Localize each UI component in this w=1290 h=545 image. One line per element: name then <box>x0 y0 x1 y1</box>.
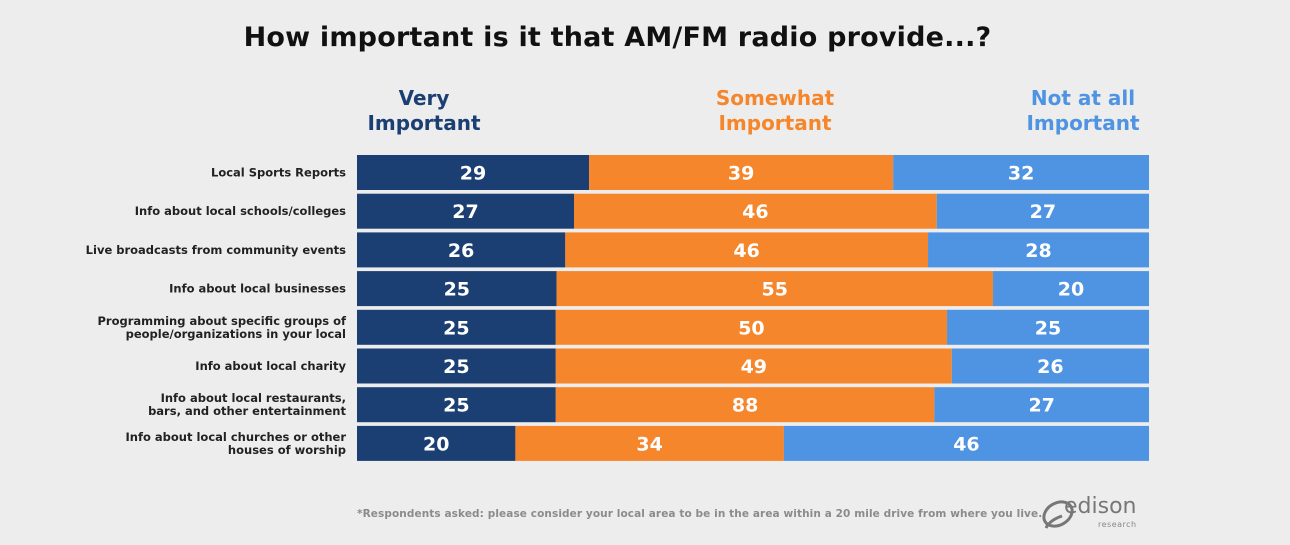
data-label: 27 <box>1028 395 1054 417</box>
bar-segment <box>357 193 575 229</box>
bar-segment <box>783 425 1149 461</box>
bar-segment <box>555 387 935 423</box>
bar-segment <box>934 387 1149 423</box>
data-label: 28 <box>1025 240 1051 262</box>
data-label: 29 <box>460 163 486 185</box>
legend-not-at-all-important: Not at all Important <box>1026 86 1140 135</box>
data-label: 26 <box>448 240 474 262</box>
footnote: *Respondents asked: please consider your… <box>357 508 1043 520</box>
data-label: 39 <box>728 163 754 185</box>
bar-segment <box>565 232 929 268</box>
bar-segment <box>357 271 557 307</box>
data-label: 25 <box>443 395 469 417</box>
category-label: Info about local restaurants, bars, and o… <box>148 391 346 418</box>
data-label: 27 <box>452 201 478 223</box>
category-label: Live broadcasts from community events <box>86 243 346 257</box>
bar-segment <box>515 425 784 461</box>
bar-segment <box>936 193 1149 229</box>
data-label: 25 <box>444 279 470 301</box>
category-label: Info about local churches or other houses… <box>126 430 347 457</box>
legend-somewhat-important: Somewhat Important <box>715 86 835 135</box>
chart-title: How important is it that AM/FM radio pro… <box>243 22 992 53</box>
edison-logo-icon <box>1042 500 1074 529</box>
category-label: Programming about specific groups of peop… <box>97 314 347 341</box>
category-label: Info about local schools/colleges <box>135 204 346 218</box>
bar-segment <box>893 155 1149 190</box>
data-label: 34 <box>636 433 662 455</box>
data-label: 46 <box>953 433 979 455</box>
logo-word: edison <box>1064 494 1137 519</box>
bar-segment <box>357 232 566 268</box>
data-label: 27 <box>1030 201 1056 223</box>
bar-segment <box>556 271 993 307</box>
edison-research-logo: edison research <box>1040 492 1155 534</box>
data-label: 20 <box>1058 279 1084 301</box>
bar-segment <box>357 309 556 345</box>
bar-segment <box>555 348 952 384</box>
data-label: 50 <box>738 317 764 339</box>
data-label: 46 <box>733 240 759 262</box>
data-label: 25 <box>443 356 469 378</box>
data-label: 26 <box>1037 356 1063 378</box>
bar-segment <box>928 232 1149 268</box>
bar-segment <box>574 193 937 229</box>
bar-segment <box>357 348 556 384</box>
bar-segment <box>555 309 948 345</box>
data-label: 25 <box>1035 317 1061 339</box>
bar-segment <box>357 155 590 190</box>
data-label: 55 <box>762 279 788 301</box>
category-label: Info about local charity <box>195 359 346 373</box>
bar-segment <box>357 387 556 423</box>
category-label: Info about local businesses <box>169 282 346 296</box>
bar-segment <box>947 309 1149 345</box>
legend-very-important: Very Important <box>367 86 481 135</box>
category-label: Local Sports Reports <box>211 166 346 180</box>
logo-subtitle: research <box>1098 520 1137 529</box>
bar-segment <box>992 271 1149 307</box>
data-label: 32 <box>1008 163 1034 185</box>
bar-segment <box>357 425 516 461</box>
data-label: 20 <box>423 433 449 455</box>
data-label: 49 <box>741 356 767 378</box>
bar-segment <box>951 348 1149 384</box>
data-label: 25 <box>443 317 469 339</box>
data-label: 88 <box>732 395 758 417</box>
bar-segment <box>589 155 894 190</box>
data-label: 46 <box>742 201 768 223</box>
